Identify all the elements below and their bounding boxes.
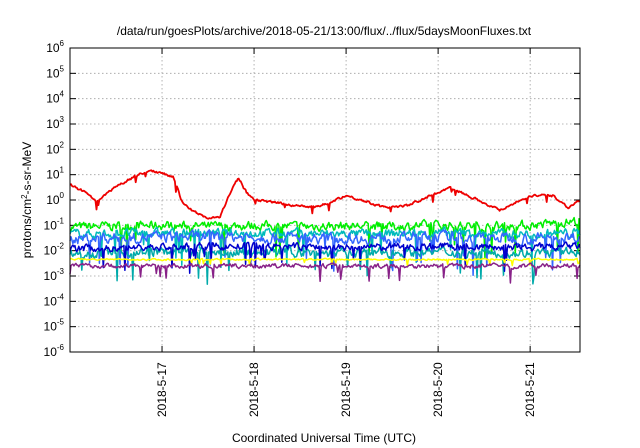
y-tick-base: 10 [44, 320, 58, 334]
plot-frame [69, 47, 581, 353]
y-tick-exponent: 3 [60, 115, 65, 124]
x-tick-labels: 2018-5-17 2018-5-18 2018-5-19 2018-5-20 2018… [155, 362, 537, 417]
y-tick-label: 10-1 [44, 216, 65, 232]
series-line [69, 257, 581, 267]
y-tick-base: 10 [46, 117, 60, 131]
series-line [69, 241, 581, 274]
series-line [69, 169, 581, 220]
y-tick-base: 10 [44, 269, 58, 283]
x-tick-label: 2018-5-21 [523, 362, 537, 417]
series-line [69, 262, 581, 284]
y-tick-label: 103 [46, 115, 64, 131]
y-tick-base: 10 [46, 41, 60, 55]
y-tick-label: 102 [46, 140, 64, 156]
y-tick-exponent: 0 [60, 191, 65, 200]
y-axis-label: protons/cm2-s-sr-MeV [20, 142, 35, 258]
x-tick-label: 2018-5-18 [247, 362, 261, 417]
y-tick-label: 104 [46, 90, 64, 106]
y-tick-base: 10 [46, 66, 60, 80]
y-axis-label-suffix: -s-sr-MeV [20, 142, 34, 195]
y-tick-base: 10 [44, 244, 58, 258]
y-tick-label: 10-3 [44, 267, 65, 283]
y-tick-base: 10 [44, 345, 58, 359]
y-tick-label: 101 [46, 166, 64, 182]
x-tick-label: 2018-5-20 [431, 362, 445, 417]
y-tick-exponent: -3 [57, 267, 65, 276]
y-axis-label-prefix: protons/cm [20, 199, 34, 258]
y-tick-label: 10-2 [44, 242, 65, 258]
y-tick-label: 10-6 [44, 343, 65, 359]
y-tick-exponent: 2 [60, 140, 65, 149]
y-tick-exponent: 4 [60, 90, 65, 99]
y-tick-label: 100 [46, 191, 64, 207]
x-axis-label: Coordinated Universal Time (UTC) [232, 431, 416, 445]
y-tick-exponent: -4 [57, 292, 65, 301]
series-group [69, 169, 581, 285]
y-tick-label: 10-5 [44, 318, 65, 334]
chart-title: /data/run/goesPlots/archive/2018-05-21/1… [117, 24, 532, 38]
series-line [69, 226, 581, 269]
x-tick-label: 2018-5-19 [339, 362, 353, 417]
y-axis-label-sup: 2 [20, 194, 29, 199]
y-tick-exponent: -6 [57, 343, 65, 352]
y-tick-base: 10 [46, 142, 60, 156]
y-tick-labels: 10-610-510-410-310-210-11001011021031041… [44, 39, 65, 359]
y-tick-exponent: -5 [57, 318, 65, 327]
y-tick-exponent: 6 [60, 39, 65, 48]
series-line [69, 216, 581, 259]
y-tick-exponent: 5 [60, 64, 65, 73]
x-tick-label: 2018-5-17 [155, 362, 169, 417]
y-tick-label: 105 [46, 64, 64, 80]
y-tick-base: 10 [46, 92, 60, 106]
y-tick-base: 10 [44, 294, 58, 308]
y-tick-label: 106 [46, 39, 64, 55]
y-tick-exponent: -2 [57, 242, 65, 251]
y-tick-label: 10-4 [44, 292, 65, 308]
y-tick-base: 10 [46, 193, 60, 207]
y-tick-exponent: 1 [60, 166, 65, 175]
y-tick-base: 10 [44, 218, 58, 232]
y-tick-exponent: -1 [57, 216, 65, 225]
y-tick-base: 10 [46, 168, 60, 182]
